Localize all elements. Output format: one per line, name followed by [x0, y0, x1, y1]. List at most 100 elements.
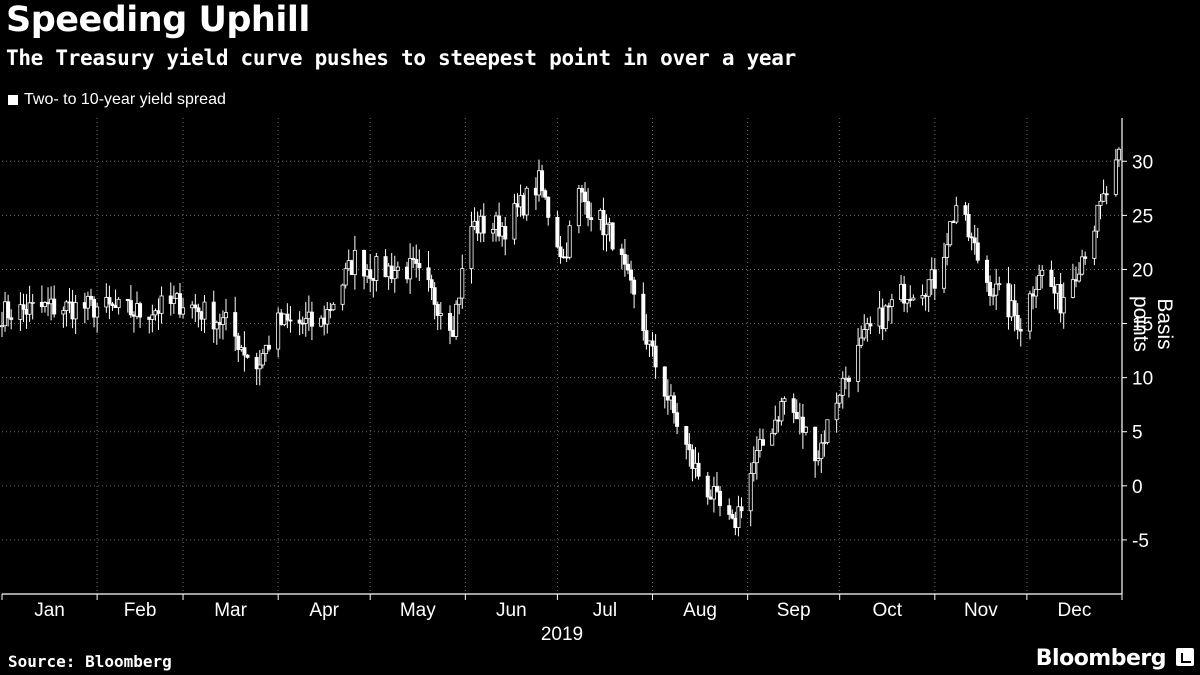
candle-body: [469, 226, 474, 270]
candle-body: [966, 214, 971, 238]
candle-body: [1012, 300, 1017, 316]
candle-body: [1116, 148, 1121, 161]
candle-body: [242, 347, 247, 356]
candle-body: [236, 335, 241, 350]
x-tick-label: Dec: [1058, 600, 1092, 621]
candle-body: [567, 225, 572, 258]
candle-body: [150, 314, 155, 320]
candle-body: [193, 304, 198, 309]
candle-body: [718, 490, 723, 507]
candle-body: [21, 304, 26, 310]
candle-body: [490, 229, 495, 234]
candle-body: [932, 269, 937, 289]
candle-body: [460, 268, 465, 299]
candle-body: [662, 366, 667, 397]
candle-body: [1083, 256, 1088, 259]
candle-body: [610, 222, 615, 250]
y-tick-label: 15: [1132, 315, 1153, 336]
candle-body: [116, 298, 121, 309]
candle-body: [911, 297, 916, 301]
x-tick-label: Oct: [872, 600, 902, 621]
candle-body: [138, 303, 143, 318]
candle-body: [343, 268, 348, 286]
candle-body: [1077, 273, 1082, 282]
candle-body: [196, 307, 201, 313]
candle-body: [309, 311, 314, 327]
candle-body: [125, 298, 130, 301]
candle-body: [368, 269, 373, 279]
candle-body: [285, 313, 290, 321]
candle-body: [632, 279, 637, 295]
candle-body: [583, 191, 588, 203]
candle-body: [687, 443, 692, 451]
candle-body: [426, 267, 431, 281]
candle-body: [601, 209, 606, 236]
candle-body: [1070, 279, 1075, 298]
chart-icon: [1176, 648, 1194, 666]
candle-body: [672, 395, 677, 414]
candle-body: [432, 287, 437, 305]
y-tick-label: 25: [1132, 206, 1153, 227]
candle-body: [1006, 283, 1011, 318]
candle-body: [263, 344, 268, 355]
candle-body: [257, 364, 262, 370]
candle-body: [27, 302, 32, 315]
candle-body: [622, 254, 627, 265]
candle-body: [73, 302, 78, 320]
y-tick-label: 0: [1132, 477, 1143, 498]
candle-body: [497, 215, 502, 237]
candle-body: [963, 205, 968, 215]
candle-body: [696, 462, 701, 477]
candle-body: [902, 283, 907, 304]
candle-body: [171, 297, 176, 304]
candle-body: [975, 242, 980, 261]
grid: [2, 118, 1122, 594]
candle-body: [926, 279, 931, 297]
candle-body: [177, 293, 182, 315]
candle-body: [816, 458, 821, 462]
candle-body: [64, 301, 69, 311]
candle-body: [705, 475, 710, 498]
candle-body: [457, 297, 462, 305]
candle-body: [42, 302, 47, 308]
x-tick-label: Feb: [124, 600, 157, 621]
chart-title: Speeding Uphill: [6, 0, 310, 40]
candle-body: [1095, 204, 1100, 232]
candle-body: [644, 330, 649, 345]
candle-body: [840, 377, 845, 396]
candle-body: [211, 301, 216, 330]
candle-body: [991, 294, 996, 297]
candle-body: [181, 307, 186, 315]
candle-body: [579, 188, 584, 193]
candle-body: [435, 304, 440, 316]
candle-body: [883, 305, 888, 330]
x-tick-label: Jun: [496, 600, 527, 621]
y-axis-label: Basis points: [1129, 295, 1176, 353]
x-tick-label: Mar: [214, 600, 247, 621]
candle-body: [362, 249, 367, 277]
candle-body: [447, 313, 452, 331]
source-note: Source: Bloomberg: [8, 652, 172, 671]
candle-body: [540, 170, 545, 192]
candle-body: [859, 337, 864, 346]
candle-body: [1104, 193, 1109, 196]
candle-body: [984, 259, 989, 283]
candles: [0, 147, 1121, 537]
candle-body: [558, 246, 563, 258]
candle-body: [233, 312, 238, 337]
chart-subtitle: The Treasury yield curve pushes to steep…: [6, 46, 796, 70]
candle-body: [288, 319, 293, 322]
candle-body: [972, 237, 977, 244]
candle-body: [846, 377, 851, 382]
x-tick-label: May: [400, 600, 436, 621]
candle-body: [822, 442, 827, 444]
candle-body: [641, 293, 646, 332]
candle-body: [297, 319, 302, 324]
candle-body: [1080, 256, 1085, 275]
candle-body: [107, 297, 112, 305]
candle-body: [128, 300, 133, 316]
candle-body: [791, 398, 796, 413]
y-tick-label: 10: [1132, 369, 1153, 390]
candle-body: [905, 299, 910, 304]
candle-body: [303, 318, 308, 324]
